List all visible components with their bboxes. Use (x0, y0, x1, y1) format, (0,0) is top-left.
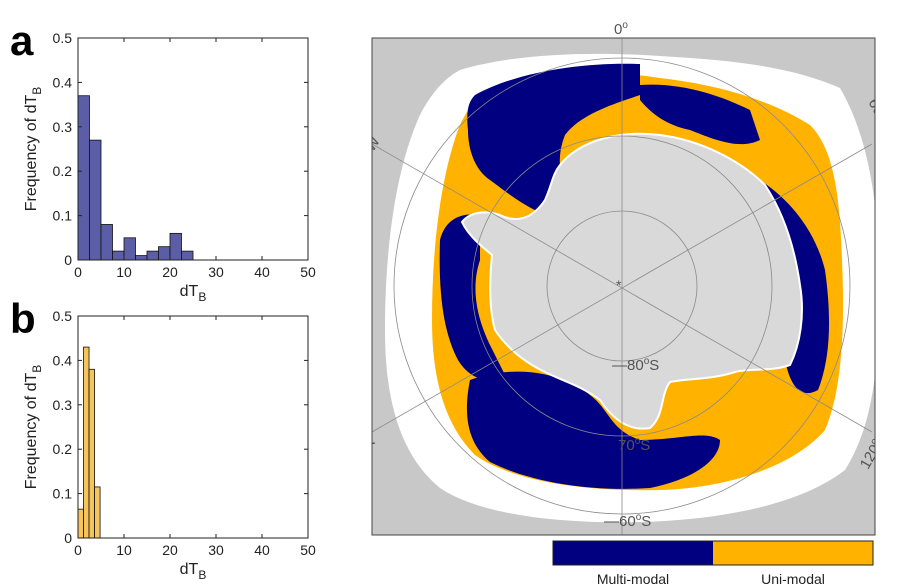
pole-marker: * (616, 277, 622, 293)
map-frame (371, 37, 876, 536)
x-axis-label: dTB (180, 283, 207, 304)
x-tick-label: 30 (208, 264, 224, 280)
y-axis-label: Frequency of dTB (23, 365, 44, 490)
panel-label-b: b (10, 295, 36, 342)
y-tick-label: 0.3 (53, 397, 73, 413)
multi-modal-region-north (467, 63, 640, 218)
colorbar-uni-modal (713, 541, 873, 565)
x-tick-label: 0 (74, 264, 82, 280)
y-tick-label: 0 (64, 252, 72, 268)
x-tick-label: 40 (254, 264, 270, 280)
graticule (372, 38, 873, 535)
lat-label-70s: 70oS (618, 436, 650, 454)
colorbar-label-multi-modal: Multi-modal (597, 571, 669, 587)
panel-label-a: a (10, 17, 34, 64)
lon-label-120w: 120oW (341, 403, 379, 451)
y-tick-label: 0.1 (53, 208, 73, 224)
x-tick-label: 20 (162, 264, 178, 280)
antarctic-continent (460, 132, 803, 430)
x-tick-label: 0 (74, 542, 82, 558)
y-tick-label: 0.5 (53, 30, 73, 46)
y-axis-label: Frequency of dTB (23, 87, 44, 212)
y-tick-label: 0.2 (53, 441, 73, 457)
lat-label-80s: —80oS (612, 356, 659, 374)
lon-label-60e: 60oE (865, 95, 897, 132)
colorbar-multi-modal (553, 541, 713, 565)
y-tick-label: 0.3 (53, 119, 73, 135)
y-tick-label: 0.2 (53, 163, 73, 179)
x-tick-label: 40 (254, 542, 270, 558)
x-tick-label: 30 (208, 542, 224, 558)
colorbar-label-uni-modal: Uni-modal (761, 571, 825, 587)
multi-modal-region-ne (640, 84, 760, 145)
plot-frame (77, 37, 309, 261)
x-tick-label: 10 (116, 264, 132, 280)
y-tick-label: 0 (64, 530, 72, 546)
y-tick-label: 0.1 (53, 486, 73, 502)
y-tick-label: 0.5 (53, 308, 73, 324)
y-tick-label: 0.4 (53, 74, 73, 90)
plot-frame (77, 315, 309, 539)
x-tick-label: 50 (300, 264, 316, 280)
lat-label-60s: —60oS (604, 512, 651, 530)
lon-label-0: 0o (614, 20, 628, 38)
x-tick-label: 50 (300, 542, 316, 558)
x-axis-label: dTB (180, 561, 207, 582)
y-tick-label: 0.4 (53, 352, 73, 368)
x-tick-label: 10 (116, 542, 132, 558)
multi-modal-region-south (466, 371, 720, 489)
histogram-charts: 0 10 20 30 40 50 0 0.1 0.2 0.3 0.4 0.5 dTB Frequency … (23, 30, 316, 582)
colorbar-frame (552, 540, 874, 566)
x-tick-label: 20 (162, 542, 178, 558)
